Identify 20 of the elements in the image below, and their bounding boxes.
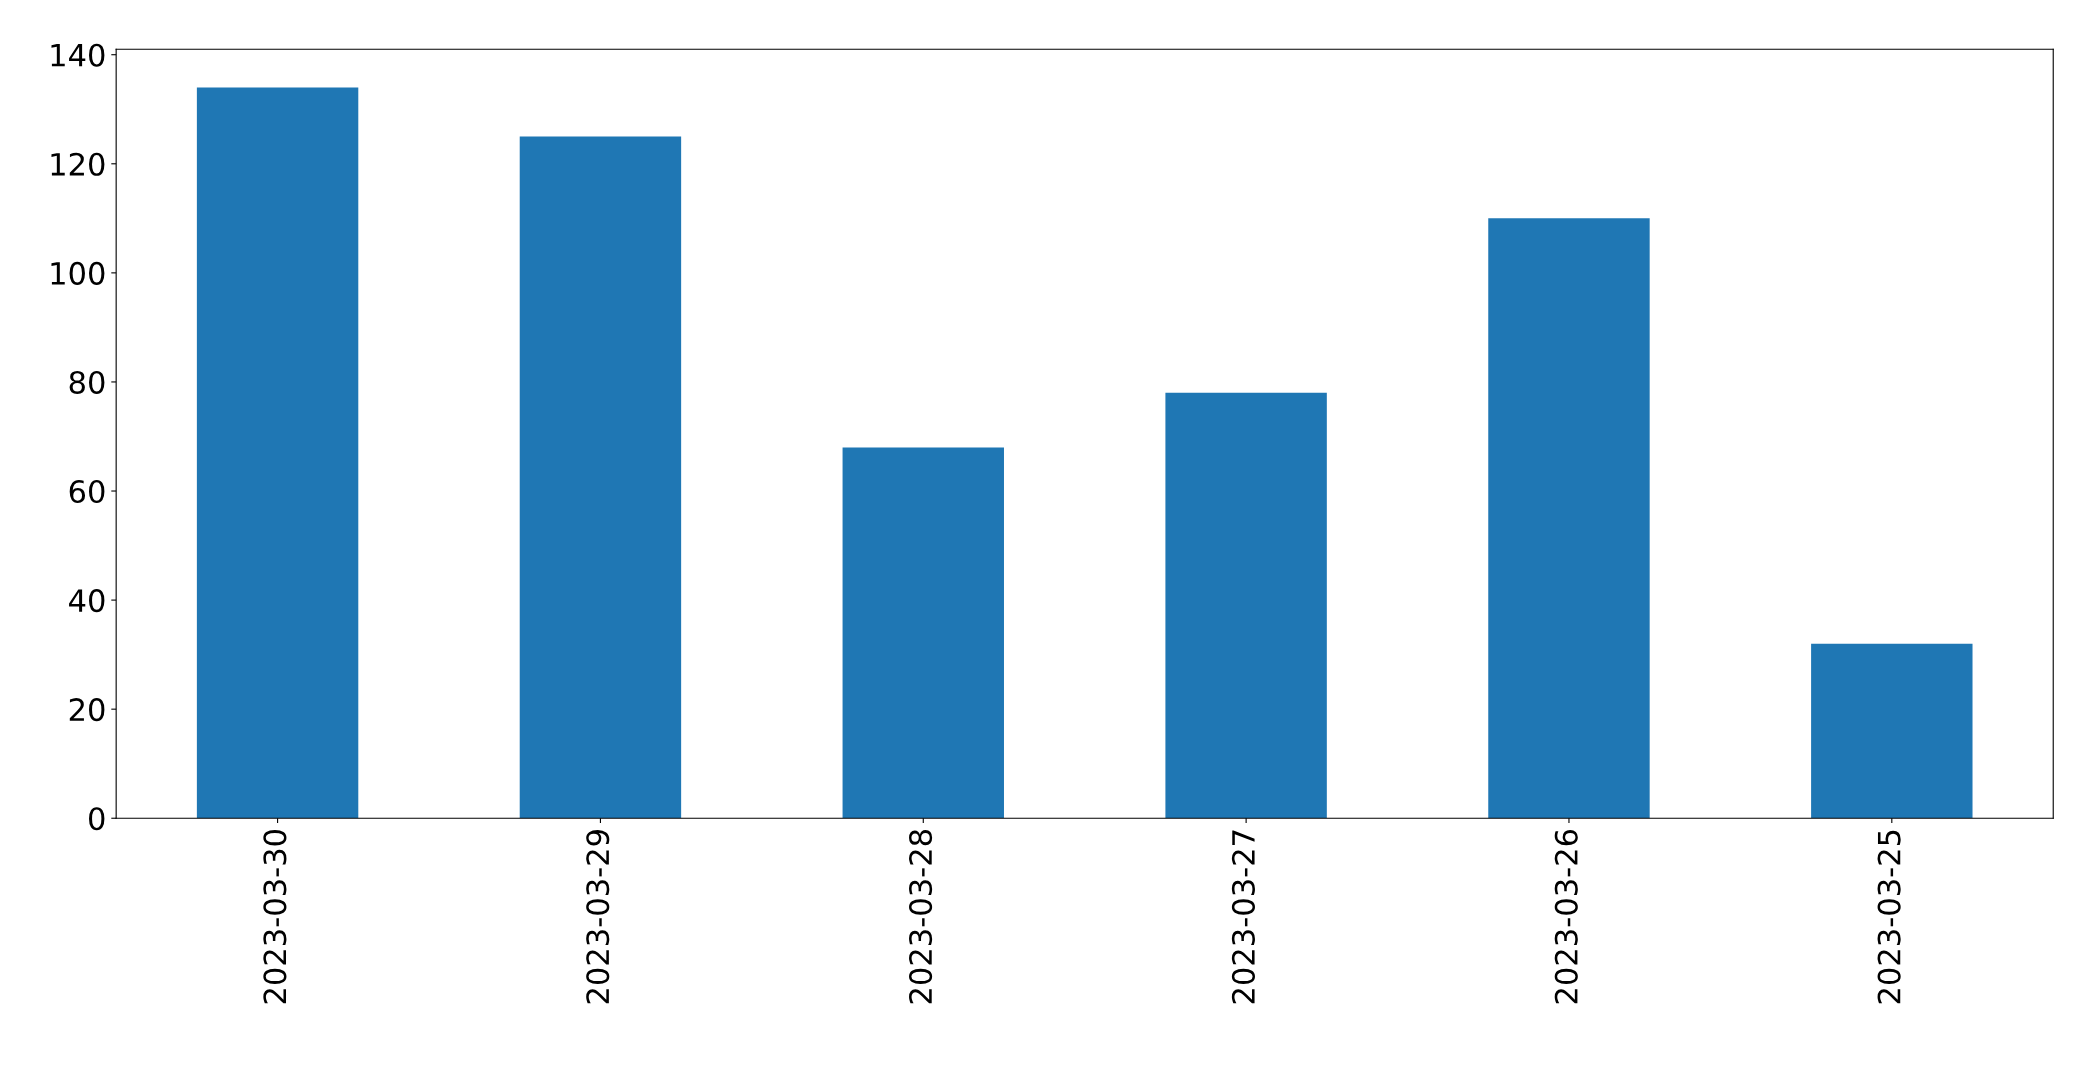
bar (196, 87, 359, 819)
y-tick-label: 140 (51, 43, 105, 67)
y-tick-label: 40 (69, 589, 105, 613)
x-tick-label: 2023-03-26 (1554, 829, 1578, 1004)
bar (1165, 392, 1327, 819)
y-tick-label: 60 (69, 479, 105, 504)
bar (842, 447, 1004, 819)
x-tick-label: 2023-03-29 (586, 830, 610, 1004)
y-tick-label: 120 (51, 152, 105, 176)
y-tick-label: 100 (51, 261, 105, 285)
x-tick-label: 2023-03-27 (1231, 830, 1255, 1004)
y-tick-label: 0 (89, 807, 105, 831)
x-tick-label: 2023-03-25 (1877, 830, 1901, 1004)
y-tick-label: 80 (69, 370, 105, 394)
x-tick-label: 2023-03-30 (263, 830, 287, 1004)
bar (1488, 218, 1650, 819)
bar (1811, 643, 1973, 819)
x-tick-label: 2023-03-28 (909, 830, 933, 1004)
bar (519, 136, 682, 819)
y-tick-label: 20 (69, 698, 105, 722)
